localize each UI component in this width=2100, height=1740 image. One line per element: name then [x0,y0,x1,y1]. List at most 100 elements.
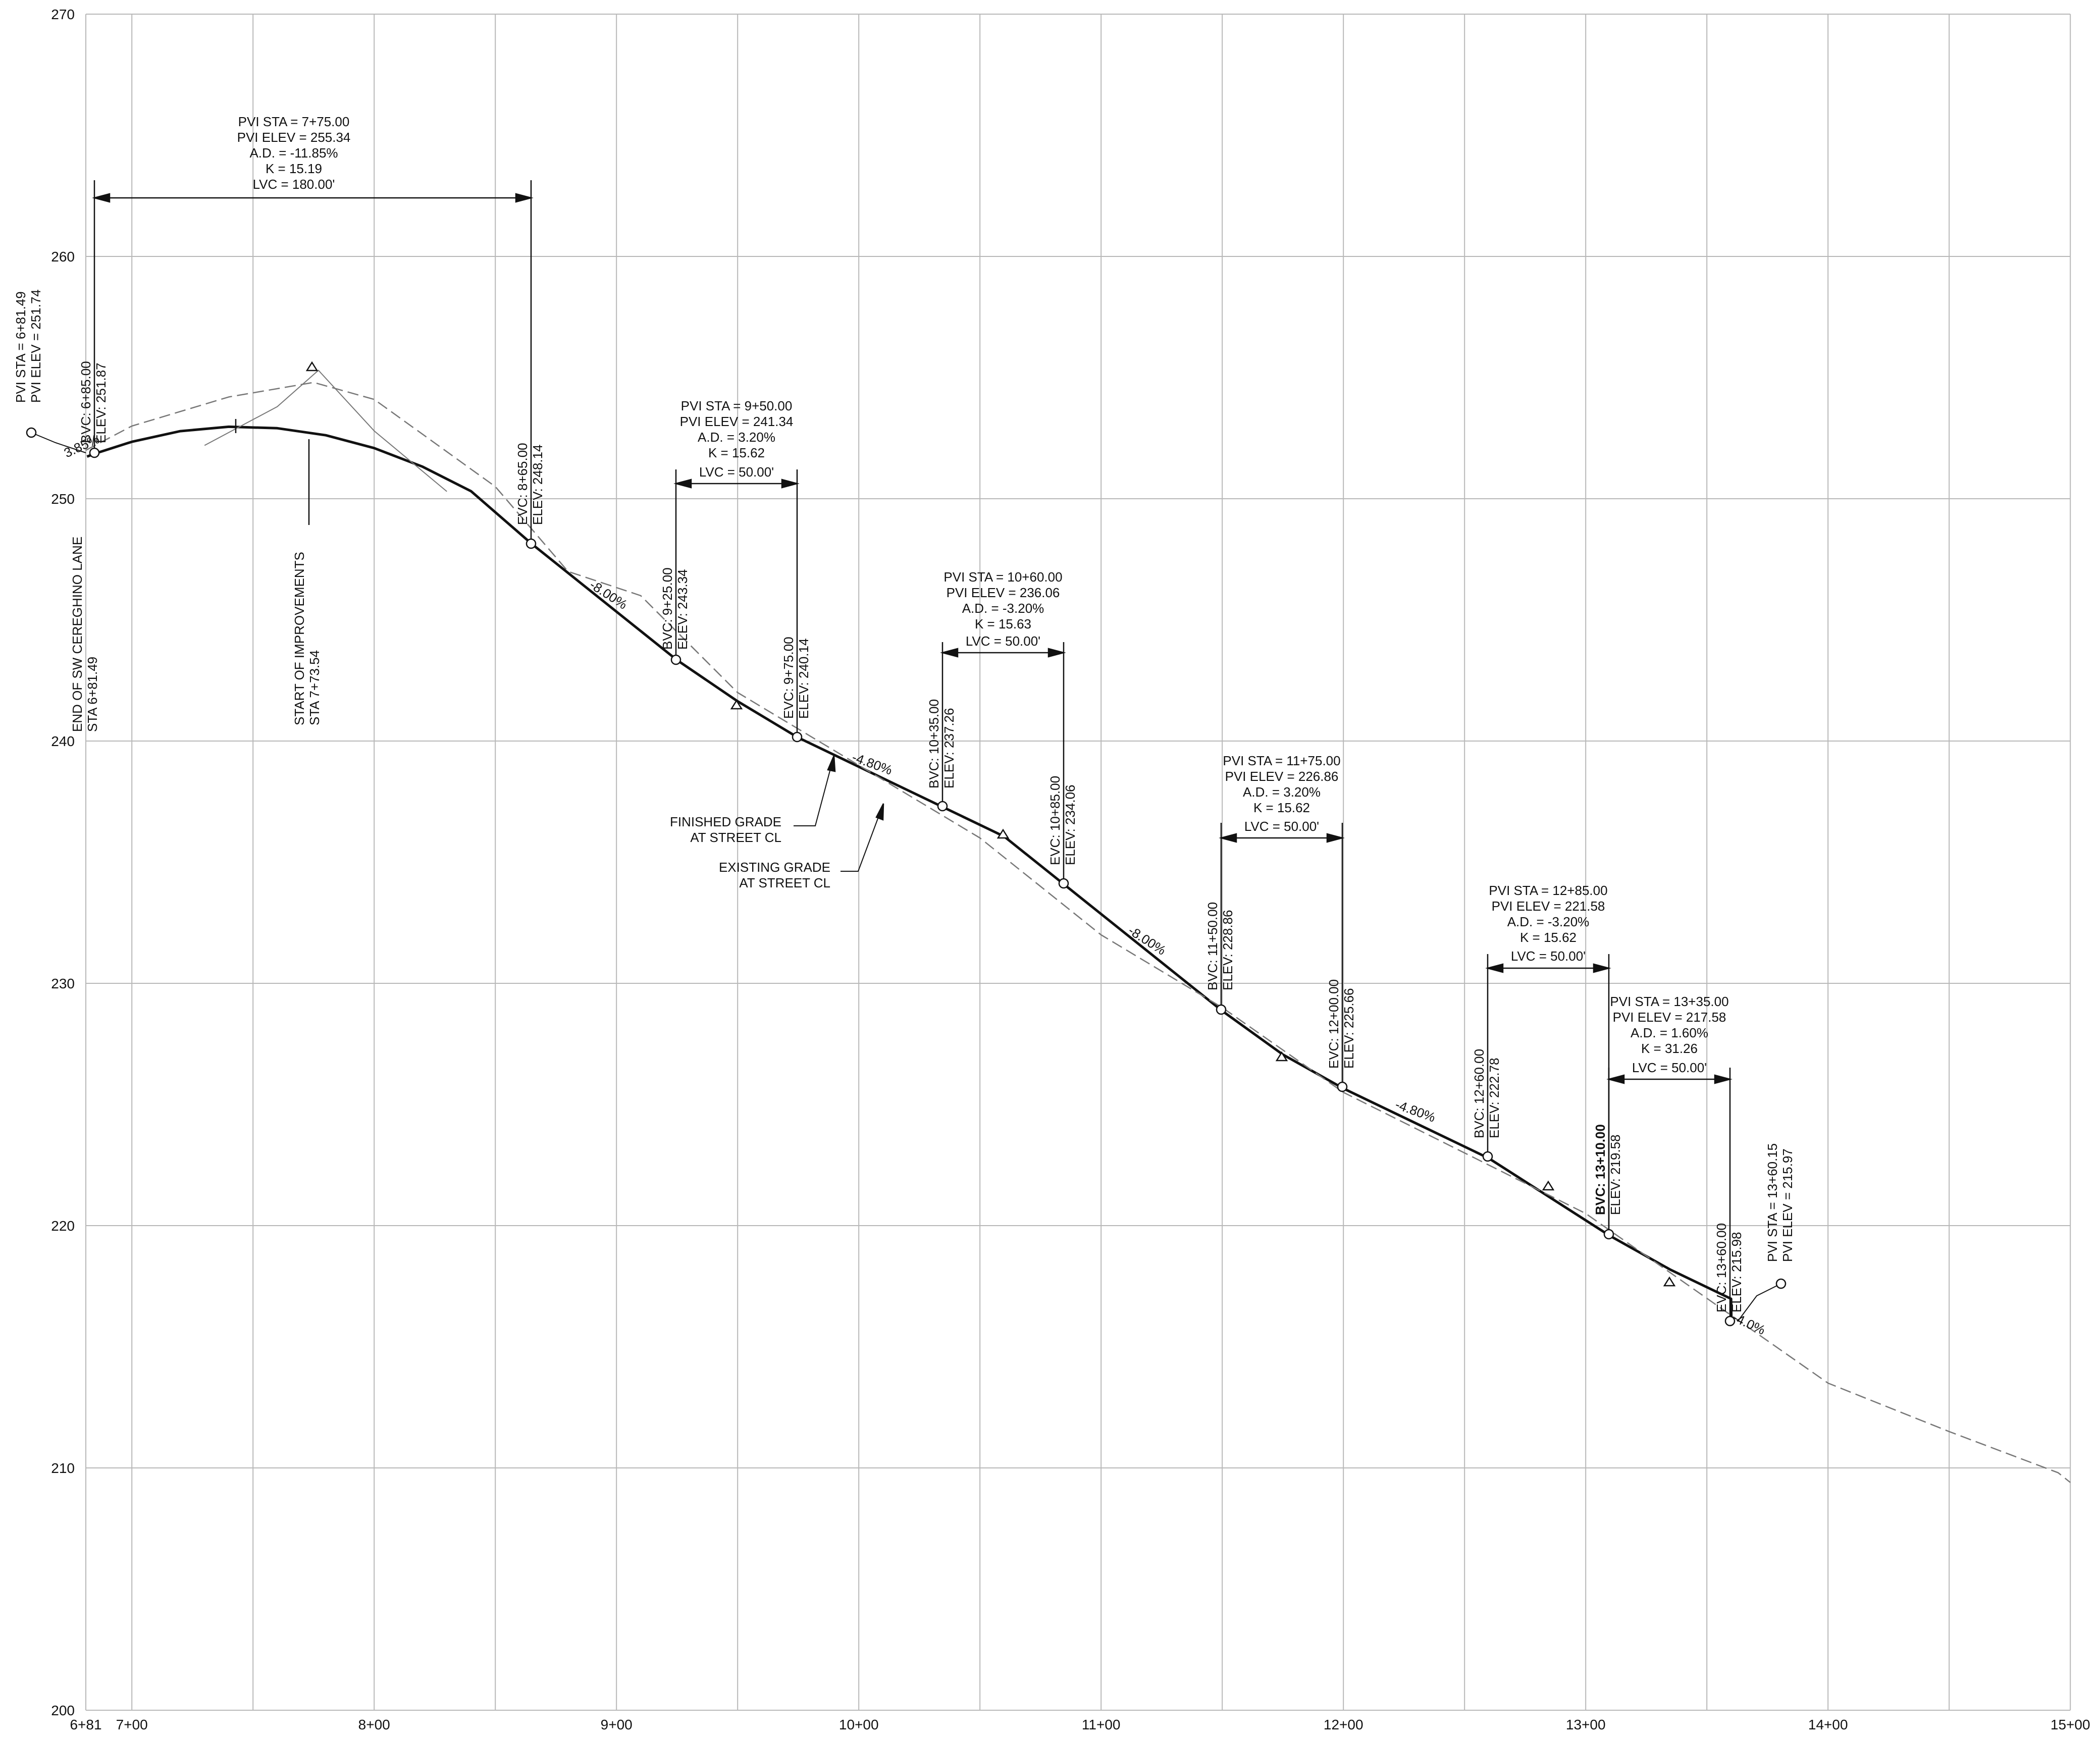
point-label-line-1: BVC: 13+10.00 [1593,1124,1608,1215]
y-tick-label: 240 [51,733,75,749]
dim-arrow-6b [1714,1074,1732,1084]
point-label-line-1: BVC: 12+60.00 [1472,1049,1487,1138]
y-tick-label: 270 [51,7,75,22]
end-of-lane-line-2: STA 6+81.49 [85,657,100,732]
evc-label: EVC: 9+75.00 ELEV: 240.14 [781,637,811,719]
bvc-marker [670,654,681,665]
pvi-sta-text: PVI STA = 10+60.00 [943,569,1062,585]
y-tick-label: 210 [51,1460,75,1476]
bvc-label: BVC: 6+85.00 ELEV: 251.87 [78,361,109,443]
x-tick-label: 12+00 [1324,1717,1363,1732]
pvi-sta-text: PVI STA = 13+35.00 [1610,994,1728,1009]
y-tick-label: 230 [51,976,75,991]
triangle-marker [996,828,1010,839]
k-text: K = 15.62 [1520,930,1577,945]
triangle-marker [1542,1180,1555,1191]
bvc-marker [1603,1229,1614,1240]
end-of-lane-line-1: END OF SW CEREGHINO LANE [70,537,85,732]
bvc-marker [937,801,948,812]
point-label-line-2: ELEV: 219.58 [1608,1135,1623,1216]
point-label-line-2: PVI ELEV = 251.74 [28,289,43,403]
lvc-text: LVC = 50.00' [966,634,1040,649]
point-label-line-1: BVC: 6+85.00 [78,361,93,443]
pvi-end-label: PVI STA = 13+60.15 PVI ELEV = 215.97 [1765,1143,1795,1262]
point-label-line-2: ELEV: 228.86 [1220,910,1235,991]
finished-grade-line-1: FINISHED GRADE [670,814,781,829]
point-label-line-2: PVI ELEV = 215.97 [1780,1148,1795,1262]
dim-arrow-6a [1606,1074,1625,1084]
existing-grade-leader [841,803,884,872]
evc-label: EVC: 10+85.00 ELEV: 234.06 [1047,776,1078,865]
point-label-line-1: PVI STA = 13+60.15 [1765,1143,1780,1262]
curve-block-6: PVI STA = 13+35.00 PVI ELEV = 217.58 A.D… [1610,994,1728,1075]
y-tick-label: 200 [51,1703,75,1718]
pvi-elev-text: PVI ELEV = 241.34 [680,414,794,429]
point-label-line-2: ELEV: 225.66 [1341,988,1356,1069]
start-improvements-line-1: START OF IMPROVEMENTS [292,552,307,725]
point-label-line-1: EVC: 12+00.00 [1326,979,1341,1069]
y-tick-label: 220 [51,1218,75,1234]
pvi-end-leader [1737,1283,1781,1322]
existing-grade-line [85,382,2071,1483]
pvi-elev-text: PVI ELEV = 255.34 [237,130,351,145]
pvi-elev-text: PVI ELEV = 226.86 [1225,769,1339,784]
point-label-line-2: ELEV: 222.78 [1487,1058,1502,1139]
pvi-elev-text: PVI ELEV = 236.06 [947,585,1060,600]
point-labels: PVI STA = 6+81.49 PVI ELEV = 251.74 BVC:… [13,289,1795,1312]
pvi-marker [26,427,37,438]
x-tick-label: 15+00 [2051,1717,2090,1732]
ad-text: A.D. = -3.20% [962,601,1044,616]
point-label-line-2: ELEV: 237.26 [941,708,957,789]
evc-label: EVC: 8+65.00 ELEV: 248.14 [515,443,545,525]
dim-arrow-2b [781,479,800,489]
lvc-text: LVC = 50.00' [1632,1060,1707,1075]
dim-arrow-3a [940,648,959,658]
curve-block-2: PVI STA = 9+50.00 PVI ELEV = 241.34 A.D.… [680,398,794,480]
evc-marker [1058,878,1069,889]
point-label-line-1: BVC: 11+50.00 [1205,902,1220,990]
dim-arrow-3b [1047,648,1066,658]
point-label-line-1: PVI STA = 6+81.49 [13,291,28,403]
dim-arrow-1b [515,193,534,203]
pvi-elev-text: PVI ELEV = 221.58 [1492,899,1605,914]
triangle-marker [305,361,319,372]
k-text: K = 15.19 [266,161,322,176]
ad-text: A.D. = 1.60% [1631,1025,1708,1040]
pvi-start-leader [31,432,86,453]
point-label-line-2: ELEV: 215.98 [1729,1232,1744,1313]
bvc-marker [1482,1151,1493,1162]
end-of-lane-label: END OF SW CEREGHINO LANE STA 6+81.49 [70,537,100,732]
finished-grade-leader [794,755,834,826]
evc-label: EVC: 12+00.00 ELEV: 225.66 [1326,979,1356,1069]
point-label-line-2: ELEV: 243.34 [675,569,690,650]
x-tick-label: 13+00 [1566,1717,1606,1732]
bvc-label: BVC: 12+60.00 ELEV: 222.78 [1472,1049,1502,1138]
dim-arrow-4a [1219,833,1237,843]
dim-arrow-5a [1485,963,1504,973]
point-label-line-1: EVC: 10+85.00 [1047,776,1063,865]
existing-grade-line-1: EXISTING GRADE [719,860,830,875]
dim-arrow-1a [92,193,111,203]
pvi-sta-text: PVI STA = 9+50.00 [681,398,793,413]
pvi-sta-text: PVI STA = 12+85.00 [1489,883,1607,898]
bvc-label: BVC: 13+10.00 ELEV: 219.58 [1593,1124,1623,1215]
x-tick-label: 9+00 [601,1717,633,1732]
existing-feature-line [204,370,447,492]
pvi-sta-text: PVI STA = 7+75.00 [238,114,350,129]
point-label-line-2: ELEV: 251.87 [93,363,109,444]
bvc-marker [89,447,100,458]
ad-text: A.D. = 3.20% [1243,784,1321,800]
existing-grade-line-2: AT STREET CL [739,875,830,890]
markers [26,361,1787,1327]
evc-marker [1724,1315,1736,1327]
x-tick-label: 10+00 [839,1717,879,1732]
point-label-line-1: BVC: 9+25.00 [660,567,675,650]
y-tick-labels: 270 260 250 240 230 220 210 200 [51,7,75,1718]
evc-marker [526,538,537,549]
y-tick-label: 250 [51,491,75,507]
x-tick-label: 11+00 [1082,1717,1121,1732]
point-label-line-1: EVC: 9+75.00 [781,637,796,719]
finished-grade-arrow [827,755,836,772]
